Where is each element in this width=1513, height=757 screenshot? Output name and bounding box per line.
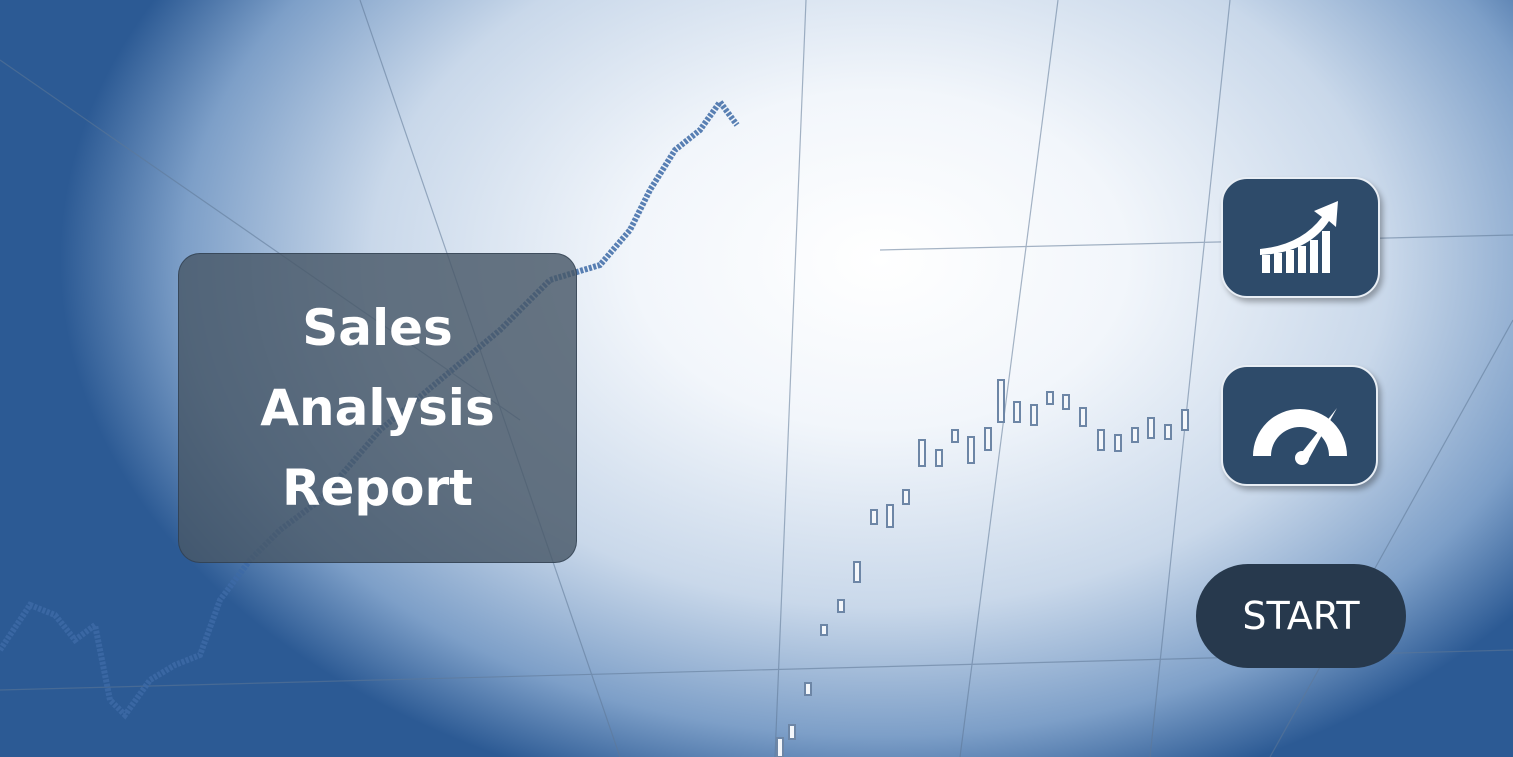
growth-icon [1259,200,1338,273]
title-panel: Sales Analysis Report [178,253,577,563]
start-button[interactable]: START [1196,564,1406,668]
growth-icon-button[interactable] [1221,177,1380,298]
gauge-icon-button[interactable] [1221,365,1378,486]
gauge-icon [1252,407,1347,465]
title: Sales Analysis Report [260,299,495,517]
